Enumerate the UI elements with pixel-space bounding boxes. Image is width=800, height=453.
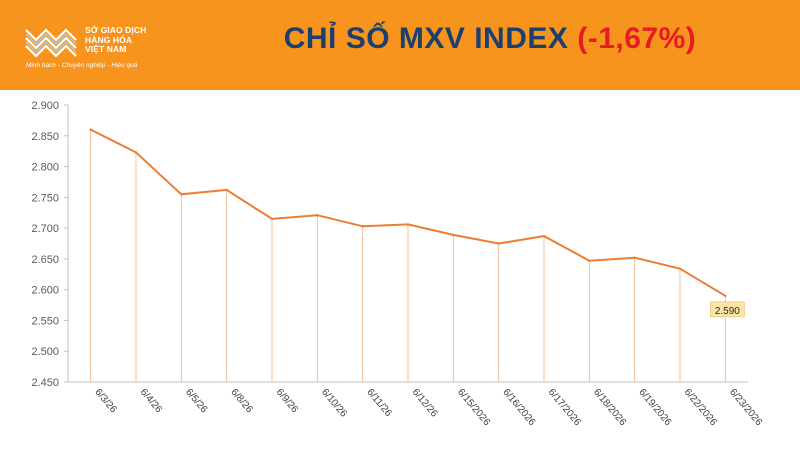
x-tick-label: 6/3/26 [92, 387, 119, 416]
y-tick-label: 2.800 [31, 162, 59, 174]
x-tick-label: 6/16/2026 [500, 387, 537, 428]
x-tick-label: 6/5/26 [183, 387, 210, 416]
logo-slogan: Minh bạch - Chuyên nghiệp - Hiệu quả [26, 62, 138, 69]
mxv-logo: SỞ GIAO DỊCH HÀNG HÓA VIỆT NAM Minh bạch… [22, 22, 222, 72]
x-tick-label: 6/10/26 [319, 387, 349, 420]
x-tick-label: 6/8/26 [228, 387, 255, 416]
series-line-mxv-index [90, 128, 726, 297]
x-tick-label: 6/9/26 [274, 387, 301, 416]
last-value-text: 2.590 [715, 306, 740, 317]
x-tick-label: 6/4/26 [138, 387, 165, 416]
y-tick-label: 2.550 [31, 315, 59, 327]
page-title: CHỈ SỐ MXV INDEX (-1,67%) [230, 22, 750, 56]
last-value-box [710, 301, 745, 318]
logo-text: SỞ GIAO DỊCH HÀNG HÓA VIỆT NAM [85, 25, 147, 54]
x-tick-label: 6/15/2026 [455, 387, 492, 428]
y-tick-label: 2.850 [31, 131, 59, 143]
header-banner: SỞ GIAO DỊCH HÀNG HÓA VIỆT NAM Minh bạch… [0, 0, 800, 90]
mxv-logo-icon [25, 28, 77, 58]
y-tick-label: 2.600 [31, 285, 59, 297]
y-axis: 2.450 2.500 2.550 2.600 2.650 2.700 2.750 2.800… [31, 100, 69, 389]
x-axis: 6/3/26 6/4/26 6/5/26 6/8/26 6/9/26 6/10/26 6/1… [68, 381, 764, 428]
y-tick-label: 2.700 [31, 223, 59, 235]
y-tick-label: 2.900 [31, 100, 59, 112]
x-tick-label: 6/17/2026 [546, 387, 583, 428]
y-tick-label: 2.750 [31, 192, 59, 204]
drop-lines [89, 128, 727, 382]
x-tick-label: 6/11/26 [364, 387, 394, 419]
x-tick-label: 6/12/26 [410, 387, 440, 420]
x-tick-label: 6/23/2026 [727, 387, 764, 428]
x-tick-label: 6/22/2026 [682, 387, 719, 428]
line-chart: 2.450 2.500 2.550 2.600 2.650 2.700 2.750 2.800… [31, 100, 764, 428]
y-tick-label: 2.500 [31, 346, 59, 358]
title-change: (-1,67%) [577, 22, 697, 55]
last-value-label: 2.590 [710, 301, 745, 318]
y-tick-label: 2.450 [31, 377, 59, 389]
x-tick-label: 6/18/2026 [591, 387, 628, 428]
title-main: CHỈ SỐ MXV INDEX [283, 22, 569, 55]
chart-area: 2.450 2.500 2.550 2.600 2.650 2.700 2.750 2.800… [0, 90, 800, 448]
x-tick-label: 6/19/2026 [636, 387, 673, 428]
y-tick-label: 2.650 [31, 254, 59, 266]
